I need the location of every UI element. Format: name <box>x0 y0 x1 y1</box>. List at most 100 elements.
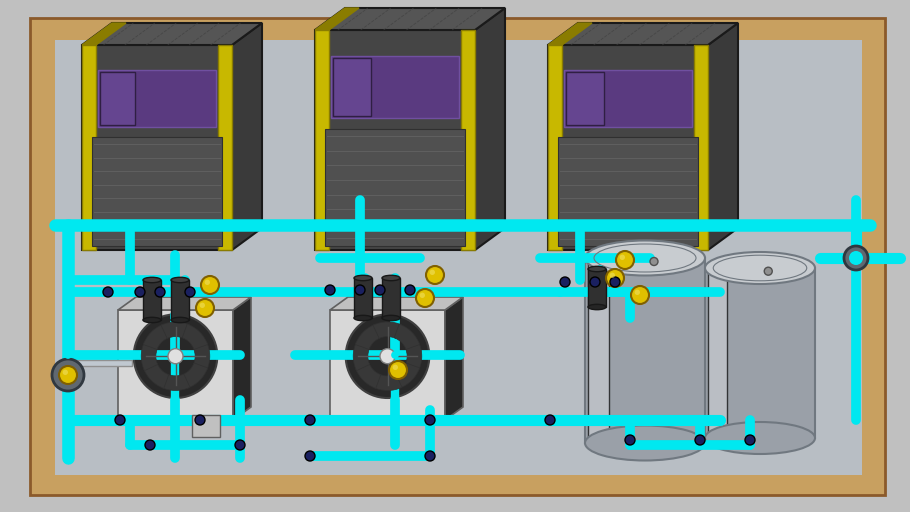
FancyBboxPatch shape <box>354 278 372 318</box>
Circle shape <box>425 415 435 425</box>
Polygon shape <box>330 297 463 310</box>
FancyBboxPatch shape <box>705 268 815 438</box>
Circle shape <box>696 416 703 424</box>
Ellipse shape <box>354 315 372 321</box>
Wedge shape <box>394 324 420 350</box>
Wedge shape <box>182 363 207 389</box>
Ellipse shape <box>382 275 400 281</box>
Circle shape <box>126 441 134 449</box>
Circle shape <box>375 285 385 295</box>
Circle shape <box>696 441 703 449</box>
Circle shape <box>426 406 434 414</box>
Circle shape <box>205 280 210 285</box>
Circle shape <box>620 254 625 260</box>
Circle shape <box>416 289 434 307</box>
Wedge shape <box>182 324 207 350</box>
Circle shape <box>52 359 84 391</box>
Ellipse shape <box>171 278 189 283</box>
FancyBboxPatch shape <box>62 360 132 366</box>
Circle shape <box>59 366 77 384</box>
Circle shape <box>134 314 217 398</box>
Circle shape <box>63 370 68 375</box>
Polygon shape <box>118 297 251 310</box>
Circle shape <box>305 415 315 425</box>
Polygon shape <box>218 45 232 250</box>
Polygon shape <box>315 8 505 30</box>
Ellipse shape <box>143 317 161 323</box>
Ellipse shape <box>171 317 189 323</box>
Ellipse shape <box>585 241 705 275</box>
Wedge shape <box>353 342 369 371</box>
Polygon shape <box>315 30 475 250</box>
Ellipse shape <box>705 422 815 454</box>
Circle shape <box>389 361 407 379</box>
Circle shape <box>405 285 415 295</box>
Wedge shape <box>143 324 168 350</box>
Circle shape <box>235 440 245 450</box>
Circle shape <box>237 454 244 462</box>
Circle shape <box>145 440 155 450</box>
Circle shape <box>155 287 165 297</box>
Circle shape <box>64 288 72 296</box>
Ellipse shape <box>588 266 606 272</box>
Circle shape <box>126 416 134 424</box>
Polygon shape <box>708 23 738 250</box>
Circle shape <box>426 266 444 284</box>
Polygon shape <box>233 297 251 420</box>
Circle shape <box>380 349 395 364</box>
Polygon shape <box>475 8 505 250</box>
Circle shape <box>616 251 634 269</box>
Circle shape <box>631 286 649 304</box>
Circle shape <box>560 277 570 287</box>
FancyBboxPatch shape <box>333 58 371 116</box>
Circle shape <box>391 351 399 359</box>
Circle shape <box>195 415 205 425</box>
Wedge shape <box>141 342 157 371</box>
Polygon shape <box>461 30 475 250</box>
Polygon shape <box>82 23 262 45</box>
Circle shape <box>745 435 755 445</box>
Polygon shape <box>30 18 885 495</box>
FancyBboxPatch shape <box>382 278 400 318</box>
FancyBboxPatch shape <box>331 56 459 118</box>
Polygon shape <box>548 45 708 250</box>
Circle shape <box>168 349 183 364</box>
Circle shape <box>346 314 430 398</box>
Circle shape <box>852 221 860 229</box>
Ellipse shape <box>382 315 400 321</box>
Circle shape <box>764 267 773 275</box>
FancyBboxPatch shape <box>588 269 606 307</box>
Circle shape <box>355 285 365 295</box>
Circle shape <box>103 287 113 297</box>
Polygon shape <box>548 23 738 45</box>
FancyBboxPatch shape <box>171 280 189 320</box>
Circle shape <box>610 277 620 287</box>
Circle shape <box>420 292 425 298</box>
Circle shape <box>391 416 399 424</box>
Polygon shape <box>118 310 233 420</box>
Circle shape <box>430 270 435 275</box>
Polygon shape <box>82 45 232 250</box>
Circle shape <box>426 452 434 460</box>
Circle shape <box>115 415 125 425</box>
Circle shape <box>844 246 868 270</box>
Polygon shape <box>82 23 126 45</box>
FancyBboxPatch shape <box>92 137 222 246</box>
Circle shape <box>135 287 145 297</box>
Circle shape <box>590 277 600 287</box>
Circle shape <box>606 269 624 287</box>
Polygon shape <box>694 45 708 250</box>
Wedge shape <box>355 324 380 350</box>
Circle shape <box>425 451 435 461</box>
Wedge shape <box>143 363 168 389</box>
FancyBboxPatch shape <box>566 72 604 125</box>
Circle shape <box>626 441 634 449</box>
Circle shape <box>59 366 77 384</box>
FancyBboxPatch shape <box>192 415 220 437</box>
Wedge shape <box>373 322 402 338</box>
FancyBboxPatch shape <box>585 258 705 443</box>
Circle shape <box>64 416 72 424</box>
Circle shape <box>64 454 72 462</box>
Polygon shape <box>548 23 592 45</box>
FancyBboxPatch shape <box>100 72 136 125</box>
